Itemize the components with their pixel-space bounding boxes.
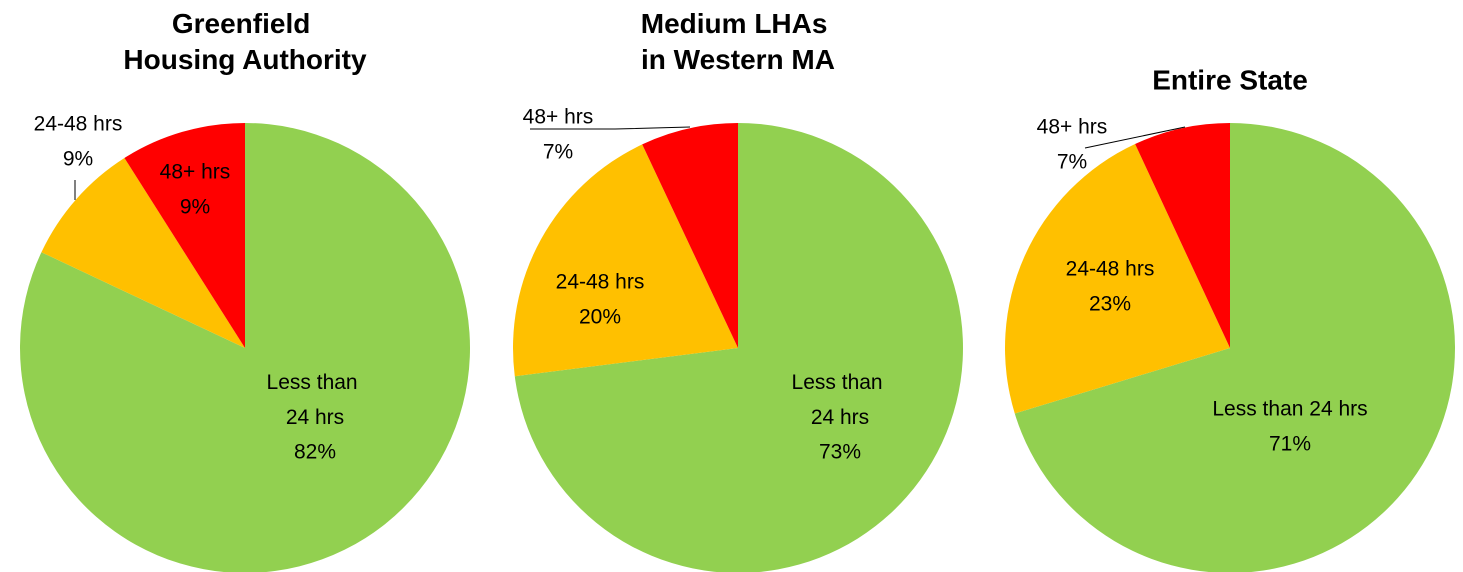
slice-label: Less than 24 hrs [1212,398,1367,421]
leader-line [1084,126,1186,149]
pie-slice [513,144,738,377]
pie-slice [1135,123,1230,348]
slice-label: 48+ hrs [1037,116,1108,139]
pie-slice [41,158,246,348]
chart-title: Medium LHAs in Western MA [641,8,835,75]
slice-label: 24-48 hrs [556,271,645,294]
chart-title: Greenfield Housing Authority [123,8,367,75]
slice-label: Less than 24 hrs [267,371,364,429]
slice-value-label: 73% [819,441,861,464]
slice-label: Less than 24 hrs [792,371,889,429]
slice-value-label: 23% [1089,293,1131,316]
pie-slice [1014,123,1455,572]
slice-value-label: 71% [1269,433,1311,456]
slice-value-label: 7% [1057,151,1087,174]
slice-value-label: 7% [543,141,573,164]
chart-title: Entire State [1152,64,1308,95]
pie-slice [514,123,963,572]
pie-slice [124,123,245,348]
pie-slice [642,123,738,348]
slice-value-label: 82% [294,441,336,464]
slice-label: 24-48 hrs [1066,258,1155,281]
slice-value-label: 20% [579,306,621,329]
slice-label: 48+ hrs [523,106,594,129]
pie-slice [20,123,470,572]
pie-slice [1005,143,1230,414]
slice-value-label: 9% [63,148,93,171]
slice-label: 24-48 hrs [34,113,123,136]
leader-line [530,126,691,130]
slice-label: 48+ hrs [160,161,231,184]
slice-value-label: 9% [180,196,210,219]
